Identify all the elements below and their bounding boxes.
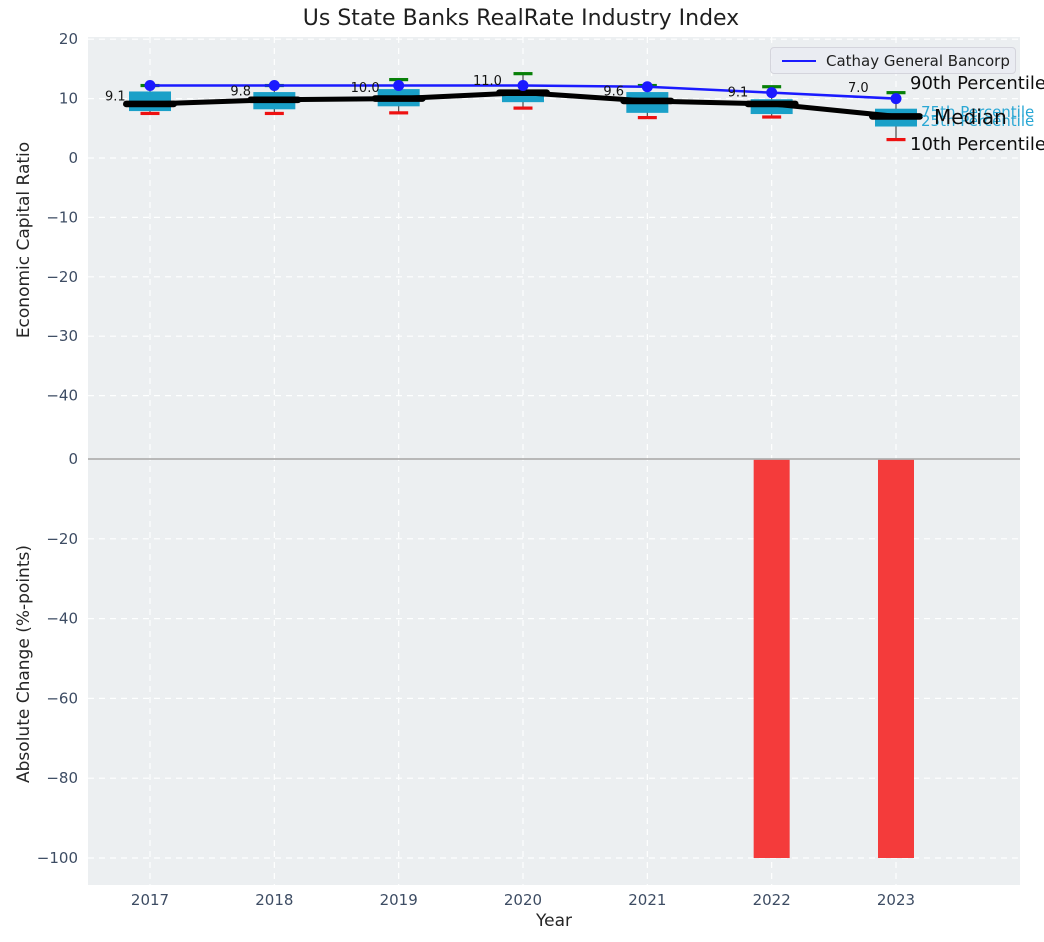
label-10th-percentile: 10th Percentile	[910, 134, 1044, 155]
median-annotation-2023: 7.0	[848, 81, 869, 96]
median-segment-2022	[744, 100, 799, 108]
plot-background	[88, 37, 1020, 885]
bottom-y-tick-label: −20	[46, 530, 78, 548]
bottom-y-tick-label: 0	[68, 450, 78, 468]
cap-90th-2023	[886, 91, 906, 95]
legend: Cathay General Bancorp	[770, 47, 1016, 74]
bottom-y-tick-label: −80	[46, 769, 78, 787]
cathay-point-2023	[890, 93, 902, 105]
label-90th-percentile: 90th Percentile	[910, 73, 1044, 94]
bottom-y-tick-label: −100	[37, 849, 78, 867]
x-tick-label: 2021	[628, 891, 666, 909]
cap-10th-2023	[886, 137, 906, 142]
bottom-y-axis-label: Absolute Change (%-points)	[14, 545, 34, 783]
cathay-point-2020	[517, 80, 529, 92]
median-segment-2020	[495, 89, 550, 96]
x-tick-label: 2020	[504, 891, 542, 909]
median-annotation-2021: 9.6	[603, 84, 624, 99]
label-25th-percentile: 25th Percentile	[921, 112, 1035, 130]
cap-90th-2020	[513, 72, 533, 76]
top-y-tick-label: 10	[59, 90, 78, 108]
legend-entry-label: Cathay General Bancorp	[826, 51, 1010, 70]
median-annotation-2019: 10.0	[351, 81, 380, 96]
x-tick-label: 2018	[255, 891, 293, 909]
chart-title: Us State Banks RealRate Industry Index	[302, 6, 740, 31]
x-tick-label: 2023	[877, 891, 915, 909]
cathay-point-2022	[766, 87, 778, 99]
cap-10th-2021	[637, 116, 657, 120]
cathay-point-2019	[393, 80, 405, 92]
median-annotation-2022: 9.1	[728, 85, 749, 100]
median-annotation-2017: 9.1	[105, 89, 126, 104]
cathay-point-2021	[641, 81, 653, 93]
x-tick-label: 2017	[131, 891, 169, 909]
cap-10th-2017	[140, 111, 160, 116]
median-segment-2019	[371, 95, 426, 102]
cathay-point-2018	[268, 80, 280, 92]
cap-90th-2019	[389, 77, 409, 82]
cap-10th-2022	[762, 115, 782, 119]
top-y-axis-label: Economic Capital Ratio	[14, 141, 34, 339]
top-y-tick-label: 20	[59, 30, 78, 48]
top-y-tick-label: −10	[46, 208, 78, 226]
legend-line-sample	[782, 59, 816, 62]
cap-10th-2020	[513, 106, 533, 110]
median-segment-2021	[620, 97, 675, 105]
median-annotation-2018: 9.8	[230, 84, 251, 99]
bar-2022	[753, 459, 790, 858]
cathay-point-2017	[144, 80, 156, 92]
bar-2023	[877, 459, 914, 858]
median-segment-2023	[868, 113, 923, 120]
x-axis-label: Year	[536, 911, 572, 931]
top-y-tick-label: −30	[46, 327, 78, 345]
label-median: Median	[934, 105, 1007, 129]
median-segment-2017	[123, 100, 177, 108]
top-y-tick-label: −40	[46, 387, 78, 405]
top-y-tick-label: −20	[46, 268, 78, 286]
cap-90th-2022	[762, 85, 782, 89]
median-segment-2018	[247, 96, 302, 104]
top-y-tick-label: 0	[68, 149, 78, 167]
cap-10th-2019	[389, 111, 409, 115]
x-tick-label: 2019	[380, 891, 418, 909]
median-annotation-2020: 11.0	[473, 74, 502, 89]
label-75th-percentile: 75th Percentile	[921, 103, 1035, 121]
bottom-y-tick-label: −40	[46, 610, 78, 628]
x-tick-label: 2022	[753, 891, 791, 909]
cap-10th-2018	[264, 111, 284, 116]
bottom-y-tick-label: −60	[46, 689, 78, 707]
